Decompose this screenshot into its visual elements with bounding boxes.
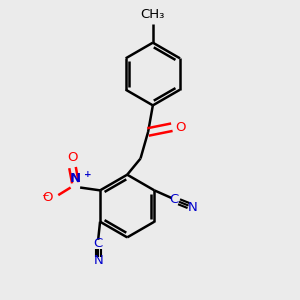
Text: O: O (42, 191, 52, 205)
Text: N: N (93, 254, 103, 267)
Text: O: O (67, 151, 78, 164)
Text: +: + (84, 170, 92, 179)
Text: C: C (170, 194, 179, 206)
Text: −: − (41, 190, 49, 200)
Text: CH₃: CH₃ (141, 8, 165, 21)
Text: N: N (188, 201, 197, 214)
Text: C: C (94, 237, 103, 250)
Text: O: O (176, 121, 186, 134)
Text: N: N (70, 172, 81, 185)
